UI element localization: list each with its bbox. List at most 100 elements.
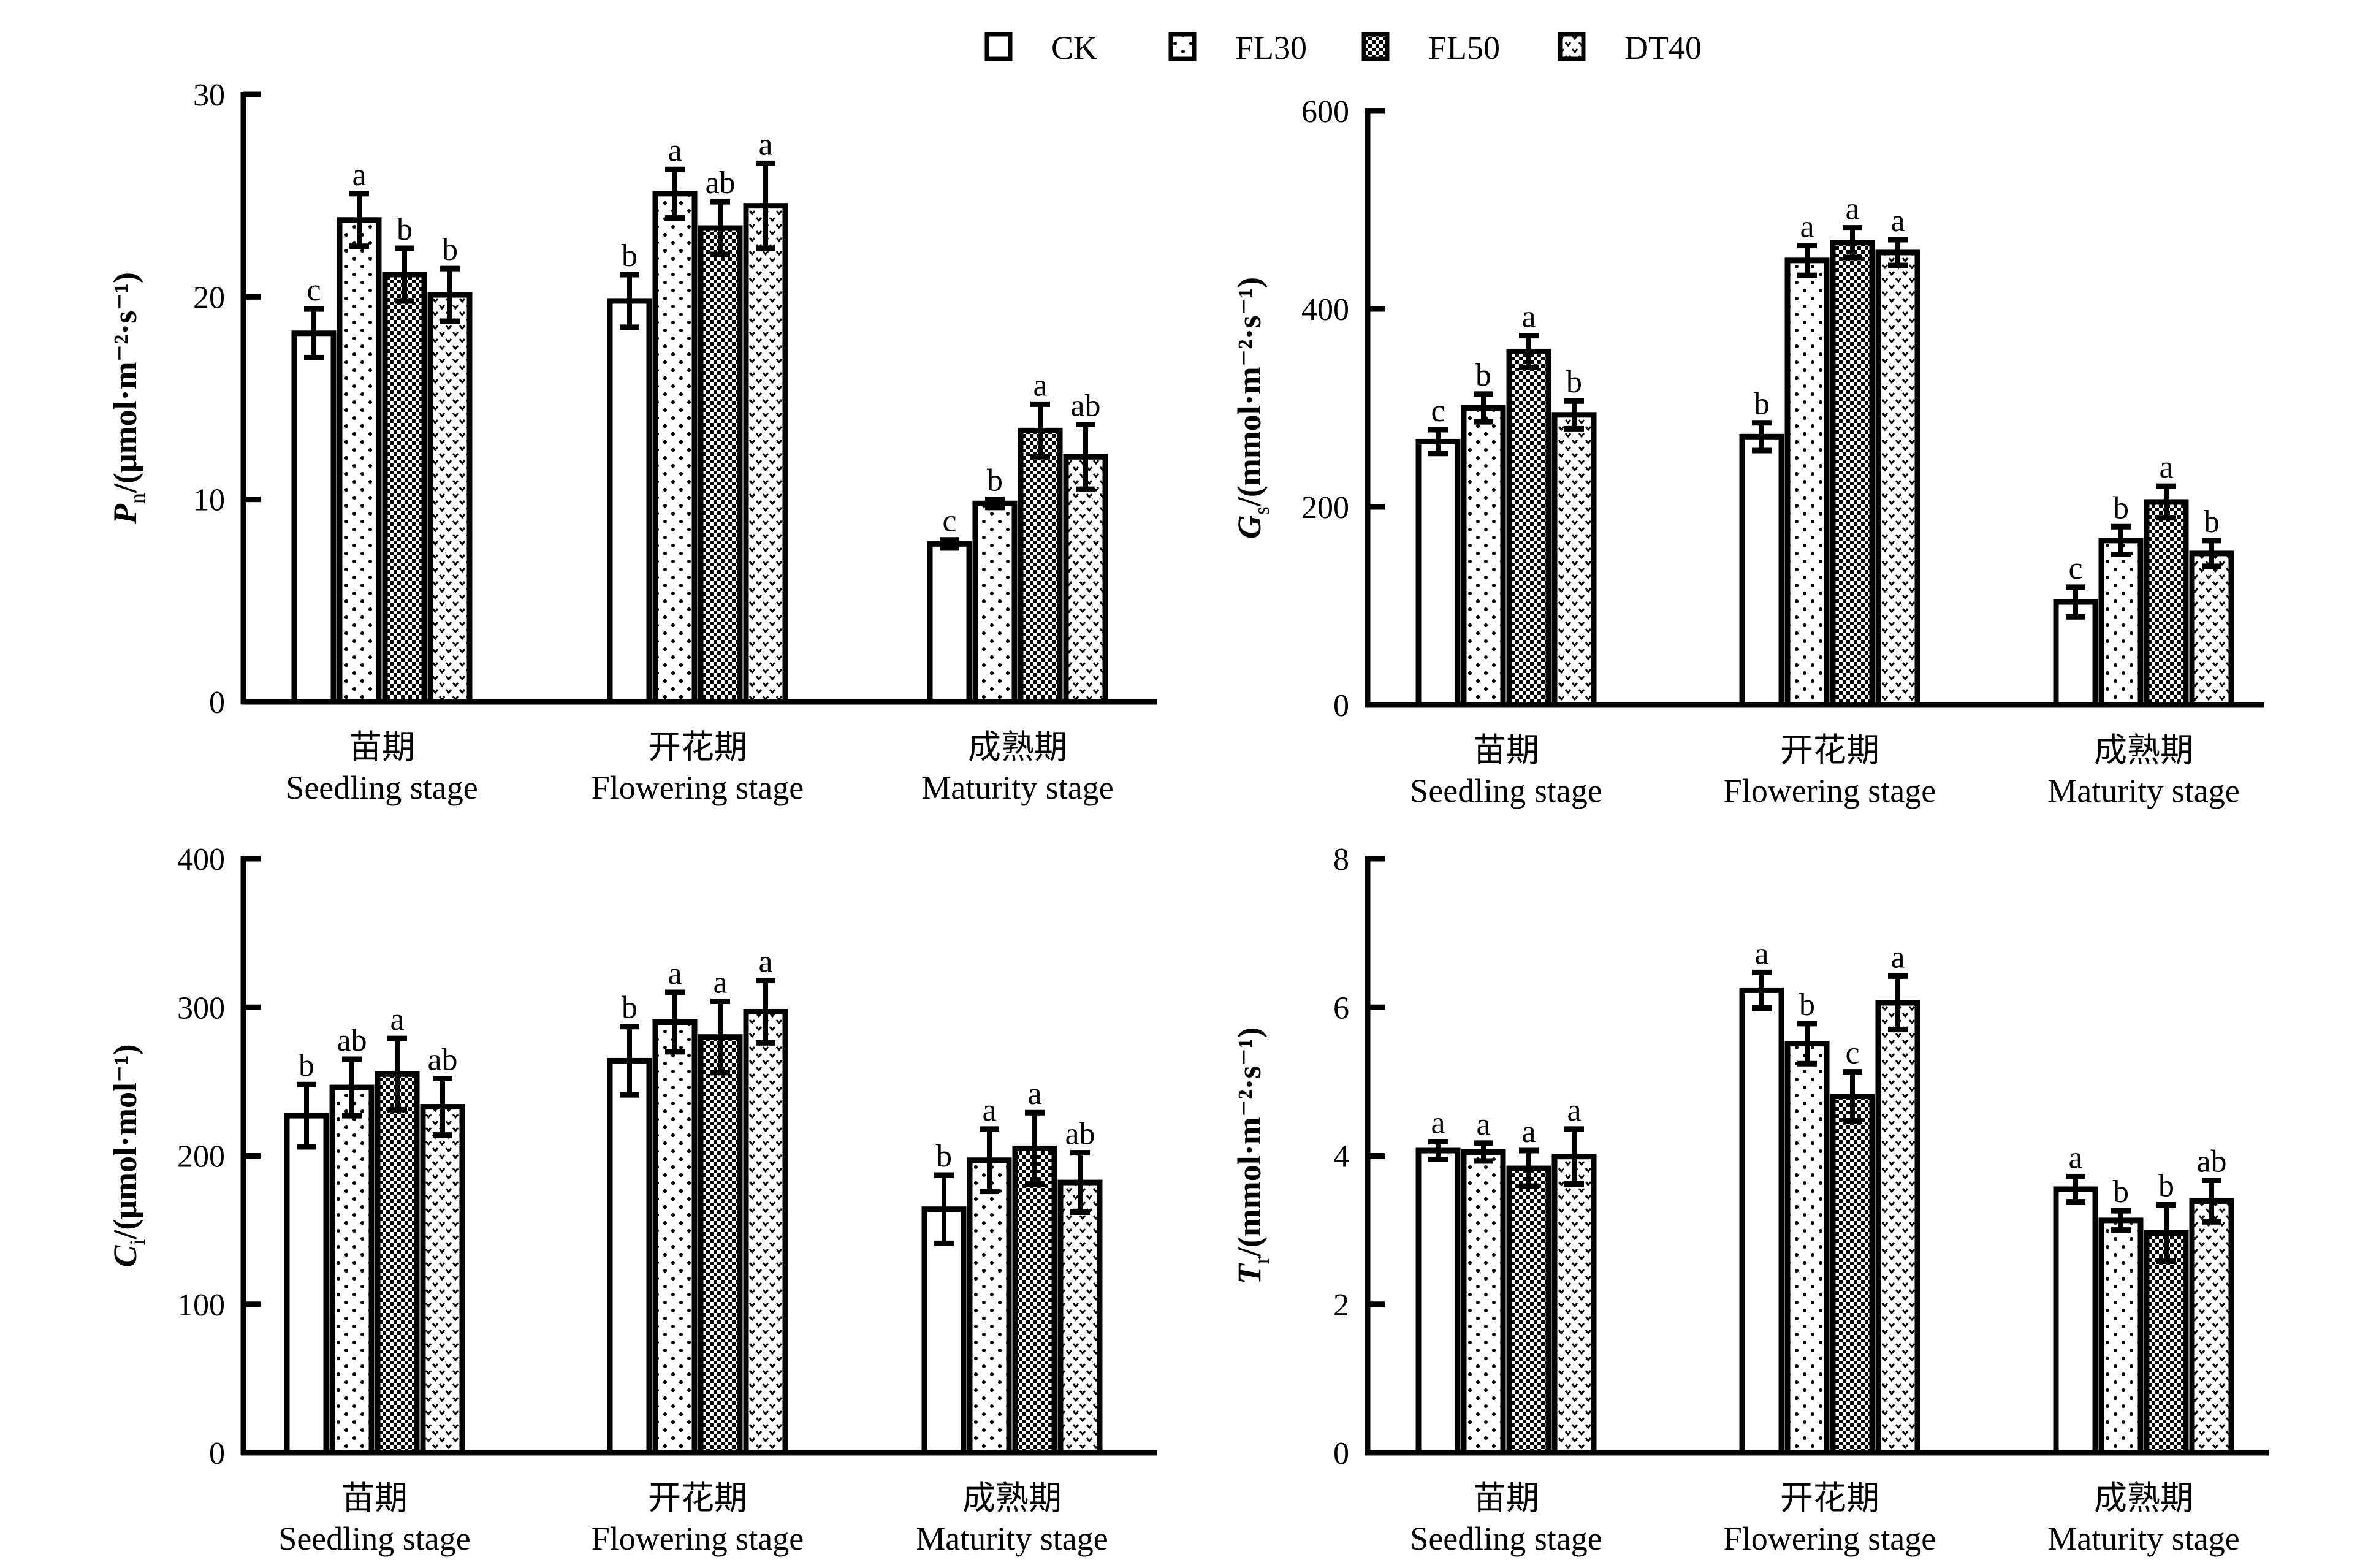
bar-group-fl30: a xyxy=(337,158,382,705)
bar-group-ck: b xyxy=(607,991,652,1456)
y-axis-label-symbol: C xyxy=(107,1245,143,1268)
y-axis-label-unit: /(mmol·m⁻²·s⁻¹) xyxy=(1231,277,1268,507)
bar-group-fl50: a xyxy=(2144,450,2189,708)
bar xyxy=(652,191,698,705)
bar xyxy=(427,292,473,705)
y-tick-label: 4 xyxy=(1333,1140,1349,1174)
bar xyxy=(1506,1165,1551,1456)
legend-label: FL30 xyxy=(1235,29,1307,66)
x-category-label: Seedling stage xyxy=(286,769,478,806)
bar-group-fl30: a xyxy=(1461,1107,1506,1456)
significance-label: a xyxy=(352,158,366,192)
significance-label: ab xyxy=(337,1023,367,1058)
y-tick-label: 100 xyxy=(177,1288,225,1323)
x-category-label-cn: 苗期 xyxy=(1473,1480,1539,1517)
bar xyxy=(2189,550,2234,708)
significance-label: b xyxy=(622,238,638,273)
significance-label: a xyxy=(1890,940,1905,975)
significance-label: a xyxy=(982,1093,996,1128)
bar-group-dt40: a xyxy=(1551,1093,1597,1456)
bar xyxy=(1461,405,1506,708)
bar-group-ck: c xyxy=(291,273,337,705)
x-category-label-cn: 苗期 xyxy=(1473,732,1539,769)
y-tick-label: 200 xyxy=(1301,490,1349,525)
bar-group-ck: a xyxy=(1415,1105,1461,1456)
significance-label: a xyxy=(2159,450,2173,485)
bar xyxy=(2098,538,2144,708)
legend-swatch xyxy=(1168,32,1197,61)
x-category-label: Flowering stage xyxy=(1724,1520,1936,1557)
significance-label: b xyxy=(299,1048,314,1083)
bar-group-fl30: b xyxy=(2098,490,2144,708)
significance-label: a xyxy=(1800,210,1814,245)
bar xyxy=(2144,499,2189,708)
bar-group-ck: c xyxy=(1415,394,1461,708)
significance-label: a xyxy=(1890,204,1905,238)
x-category-label: Maturity stage xyxy=(2047,1520,2239,1557)
y-axis-label-unit: /(μmol·mol⁻¹) xyxy=(107,1044,143,1239)
bar-group-fl30: a xyxy=(652,956,698,1456)
bar-group-ck: b xyxy=(1739,387,1784,708)
legend-label: FL50 xyxy=(1428,29,1500,66)
x-category-label: Maturity stage xyxy=(921,769,1113,806)
significance-label: c xyxy=(1431,394,1445,428)
significance-label: ab xyxy=(2196,1144,2226,1179)
bar-group-dt40: b xyxy=(2189,504,2234,708)
bar-group-ck: b xyxy=(607,238,652,705)
bar-group-dt40: ab xyxy=(1057,1117,1103,1456)
legend-item-dt40: DT40 xyxy=(1558,29,1702,66)
bar xyxy=(1784,257,1830,708)
y-axis-label-unit: /(μmol·m⁻²·s⁻¹) xyxy=(107,272,143,493)
significance-label: b xyxy=(397,212,413,247)
y-tick-label: 8 xyxy=(1333,842,1349,877)
significance-label: b xyxy=(936,1139,952,1174)
bar-group-dt40: ab xyxy=(2189,1144,2234,1456)
x-category-label: Maturity stage xyxy=(2047,772,2239,809)
bar-group-dt40: a xyxy=(743,127,788,705)
significance-label: b xyxy=(442,232,458,267)
bar xyxy=(1506,348,1551,708)
bar-group-fl50: b xyxy=(2144,1168,2189,1456)
significance-label: a xyxy=(1431,1105,1445,1140)
x-category-label: Flowering stage xyxy=(1724,772,1936,809)
bar-group-ck: b xyxy=(284,1048,329,1456)
bar-group-dt40: a xyxy=(1875,940,1920,1456)
bar xyxy=(1415,438,1461,708)
legend-swatch xyxy=(1558,32,1586,61)
x-category-label-cn: 成熟期 xyxy=(2094,732,2193,769)
significance-label: a xyxy=(758,945,772,980)
bar-group-fl50: a xyxy=(1506,300,1551,708)
significance-label: b xyxy=(2158,1168,2174,1203)
legend-item-fl50: FL50 xyxy=(1361,29,1500,66)
x-category-label-cn: 成熟期 xyxy=(2094,1480,2193,1517)
bar-group-fl50: a xyxy=(1012,1076,1057,1456)
y-axis-label-subscript: i xyxy=(125,1239,150,1246)
significance-label: ab xyxy=(1065,1117,1095,1152)
bar xyxy=(607,1057,652,1456)
y-axis-label-subscript: s xyxy=(1249,506,1274,515)
bar-group-fl50: b xyxy=(382,212,427,705)
significance-label: a xyxy=(1521,1114,1536,1149)
bar-group-fl50: ab xyxy=(698,166,743,705)
bar xyxy=(921,1206,967,1456)
bar xyxy=(2053,1186,2098,1456)
bar-group-fl50: a xyxy=(698,965,743,1456)
x-category-label-cn: 成熟期 xyxy=(968,729,1067,766)
significance-label: c xyxy=(1845,1036,1859,1071)
bar-group-fl30: b xyxy=(1461,358,1506,708)
bar xyxy=(698,1034,743,1456)
significance-label: c xyxy=(306,273,321,308)
bar xyxy=(1830,1094,1875,1456)
bar-group-ck: a xyxy=(1739,936,1784,1456)
y-tick-label: 0 xyxy=(1333,688,1349,723)
y-axis-label-symbol: G xyxy=(1231,515,1268,539)
bar xyxy=(1739,987,1784,1456)
bar xyxy=(2053,599,2098,708)
y-tick-label: 0 xyxy=(209,685,225,720)
bar xyxy=(329,1084,375,1456)
bar xyxy=(284,1113,329,1456)
y-tick-label: 400 xyxy=(1301,292,1349,327)
